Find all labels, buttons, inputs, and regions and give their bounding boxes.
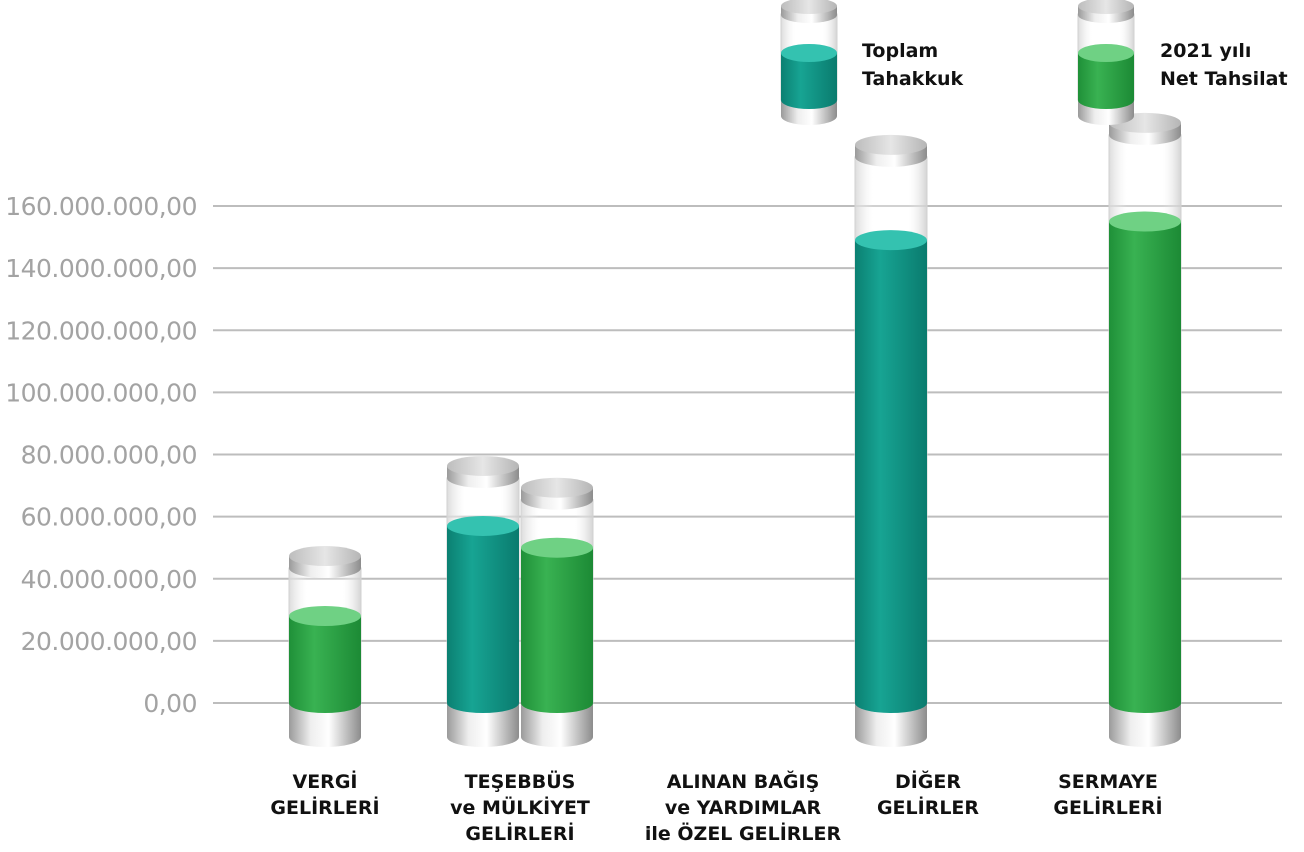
legend-swatch-0 (780, 0, 838, 125)
y-tick-label: 20.000.000,00 (21, 627, 197, 656)
y-tick-label: 40.000.000,00 (21, 565, 197, 594)
y-tick-label: 120.000.000,00 (5, 316, 197, 345)
bar-tahakkuk-1 (446, 455, 520, 747)
y-tick-label: 60.000.000,00 (21, 503, 197, 532)
x-category-label: ALINAN BAĞIŞ ve YARDIMLAR ile ÖZEL GELİRLE… (645, 769, 842, 845)
bar-tahsilat-4 (1108, 112, 1182, 747)
x-category-label: TEŞEBBÜS ve MÜLKİYET GELİRLERİ (450, 769, 590, 845)
legend-swatch-1 (1077, 0, 1135, 125)
y-tick-label: 0,00 (143, 689, 197, 718)
y-tick-label: 100.000.000,00 (5, 378, 197, 407)
y-tick-label: 80.000.000,00 (21, 441, 197, 470)
legend-label-1: 2021 yılı Net Tahsilat (1160, 40, 1288, 90)
y-tick-label: 140.000.000,00 (5, 254, 197, 283)
bar-tahsilat-1 (520, 477, 594, 747)
bar-tahakkuk-3 (854, 134, 928, 747)
x-category-label: VERGİ GELİRLERİ (270, 769, 379, 819)
legend-label-0: Toplam Tahakkuk (862, 40, 963, 90)
x-category-label: SERMAYE GELİRLERİ (1053, 771, 1162, 819)
x-category-label: DİĞER GELİRLER (877, 769, 979, 819)
bar-tahsilat-0 (288, 546, 362, 747)
y-tick-label: 160.000.000,00 (5, 192, 197, 221)
